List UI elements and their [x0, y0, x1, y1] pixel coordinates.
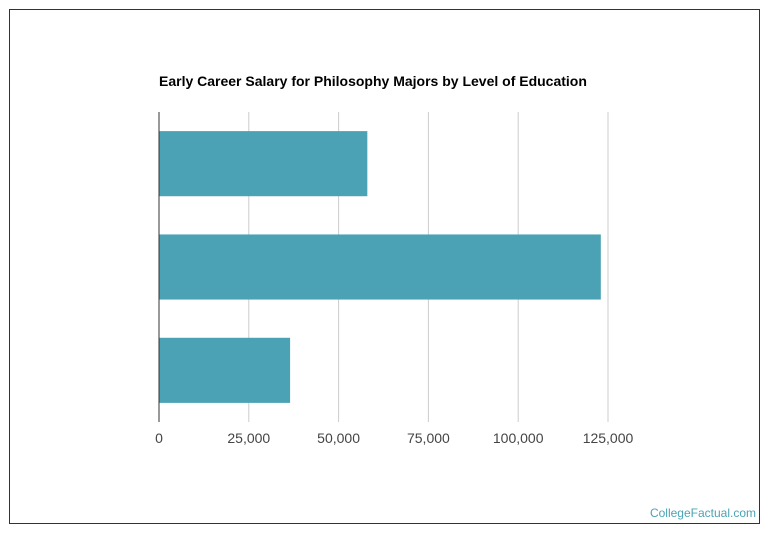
x-tick-label: 100,000: [493, 430, 544, 446]
chart-title: Early Career Salary for Philosophy Major…: [159, 73, 587, 89]
bars: [159, 131, 601, 403]
x-tick-label: 50,000: [317, 430, 360, 446]
x-tick-label: 125,000: [583, 430, 634, 446]
bar-1[interactable]: [159, 131, 368, 197]
x-tick-label: 25,000: [227, 430, 270, 446]
x-tick-label: 0: [155, 430, 163, 446]
bar-3[interactable]: [159, 337, 291, 403]
x-tick-labels: 0 25,000 50,000 75,000 100,000 125,000: [155, 430, 633, 446]
x-tick-label: 75,000: [407, 430, 450, 446]
bar-2[interactable]: [159, 234, 601, 300]
watermark-link[interactable]: CollegeFactual.com: [649, 506, 756, 520]
